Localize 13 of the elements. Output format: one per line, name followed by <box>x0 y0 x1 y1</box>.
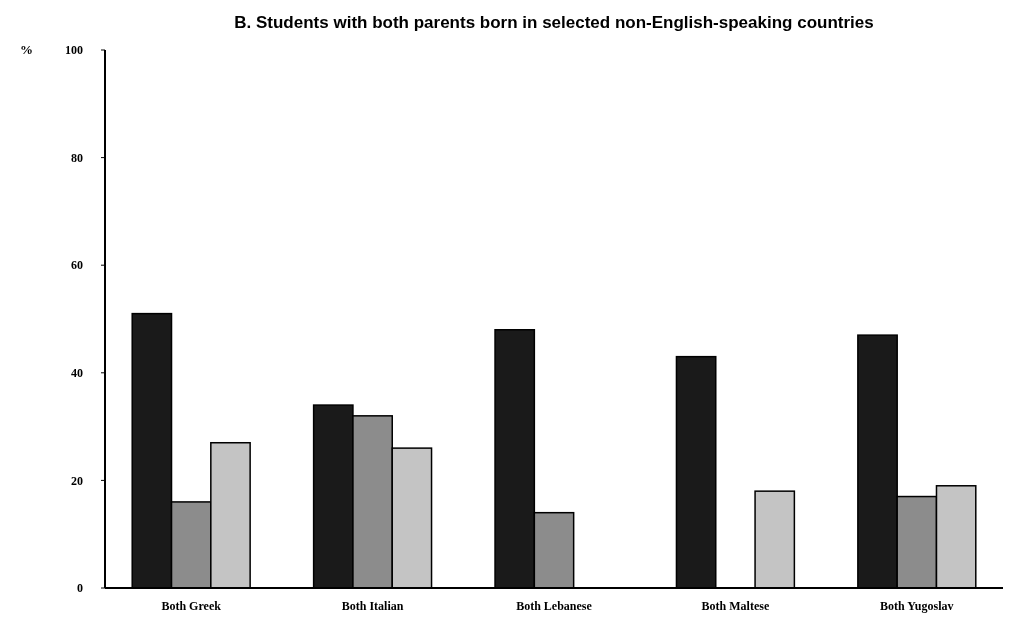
y-tick-label: 0 <box>77 581 83 596</box>
x-tick-label: Both Italian <box>341 599 404 613</box>
y-tick-label: 40 <box>71 366 83 380</box>
x-tick-label: Both Yugoslav <box>880 599 954 613</box>
y-axis-title: % <box>20 42 33 57</box>
x-tick-label: Both Greek <box>161 599 222 613</box>
y-tick-label: 80 <box>71 150 83 165</box>
chart-title: B. Students with both parents born in selected non-English-speaking countries <box>234 13 874 32</box>
y-tick-label: 20 <box>71 473 83 488</box>
y-tick-label: 100 <box>65 43 83 58</box>
y-tick-label: 60 <box>71 258 83 273</box>
x-tick-label: Both Lebanese <box>516 599 593 613</box>
x-tick-label: Both Maltese <box>701 599 770 613</box>
